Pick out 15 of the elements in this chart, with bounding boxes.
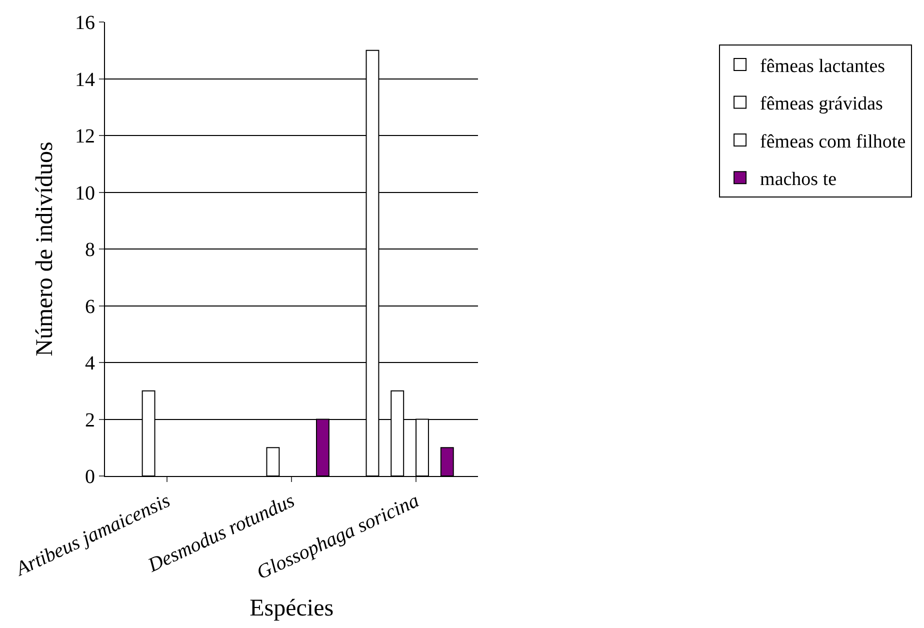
- y-tick-label: 6: [85, 296, 95, 318]
- legend-label: fêmeas lactantes: [760, 56, 886, 77]
- y-tick-label: 8: [85, 239, 95, 261]
- y-tick-label: 12: [75, 126, 95, 148]
- x-axis-title: Espécies: [250, 595, 334, 622]
- y-tick-label: 14: [75, 68, 95, 91]
- y-tick-label: 2: [85, 409, 95, 432]
- y-tick-label: 16: [75, 12, 95, 34]
- legend-label: fêmeas com filhote: [760, 131, 906, 152]
- y-tick-label: 10: [75, 182, 95, 204]
- y-axis-title: Número de indivíduos: [32, 142, 58, 356]
- y-tick-label: 0: [85, 466, 95, 488]
- y-tick-label: 4: [85, 352, 95, 374]
- legend-label: machos te: [760, 169, 837, 190]
- legend-label: fêmeas grávidas: [760, 94, 883, 115]
